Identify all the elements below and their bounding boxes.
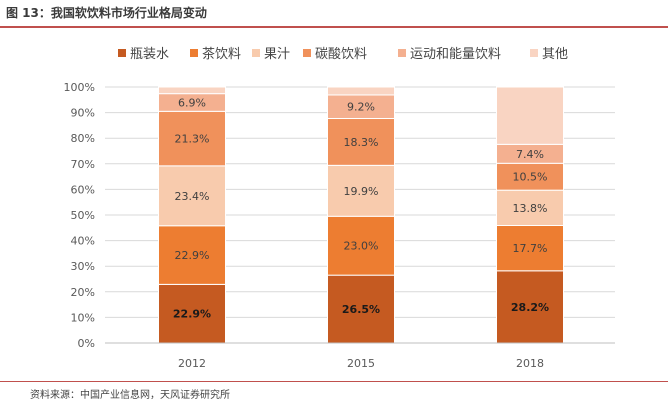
bar-segment [158, 225, 226, 285]
title-rule [0, 26, 668, 28]
data-label: 9.2% [347, 101, 375, 114]
data-label: 7.4% [516, 148, 544, 161]
y-tick-label: 80% [71, 132, 95, 145]
legend-swatch [252, 49, 260, 57]
legend-label: 瓶装水 [130, 47, 169, 62]
bar-segment [158, 110, 226, 167]
bar-segment [327, 86, 395, 96]
y-tick-label: 40% [71, 235, 95, 248]
y-tick-label: 10% [71, 311, 95, 324]
bar-segment [327, 117, 395, 166]
bar-segment [158, 86, 226, 95]
data-label: 18.3% [344, 136, 379, 149]
data-label: 23.4% [175, 190, 210, 203]
data-label: 10.5% [513, 171, 548, 184]
y-tick-label: 0% [78, 337, 95, 350]
data-label: 6.9% [178, 96, 206, 109]
data-label: 19.9% [344, 185, 379, 198]
x-axis: 2012 2015 2018 [105, 342, 615, 370]
y-tick-label: 20% [71, 286, 95, 299]
legend: 瓶装水 茶饮料 果汁 碳酸饮料 运动和能量饮料 其他 [118, 46, 568, 62]
legend-swatch [398, 49, 406, 57]
bar-segment [158, 283, 226, 344]
data-label: 22.9% [173, 308, 211, 321]
bar-segment [496, 86, 564, 145]
bar-segment [327, 164, 395, 217]
bar-segment [327, 274, 395, 344]
bottom-rule [0, 381, 668, 382]
y-tick-label: 60% [71, 183, 95, 196]
x-tick-label: 2018 [516, 357, 544, 370]
source-note: 资料来源：中国产业信息网，天风证券研究所 [30, 390, 230, 401]
legend-swatch [118, 49, 126, 57]
legend-label: 运动和能量饮料 [410, 47, 501, 62]
x-tick-label: 2015 [347, 357, 375, 370]
y-tick-label: 50% [71, 209, 95, 222]
bar-segment [496, 189, 564, 226]
y-tick-label: 90% [71, 107, 95, 120]
bars: 22.9% 22.9% 23.4% 21.3% 6.9% 26.5% 23.0% 19.9% 1… [158, 86, 564, 344]
legend-swatch [190, 49, 198, 57]
bar-segment [496, 224, 564, 272]
data-label: 21.3% [175, 133, 210, 146]
y-tick-label: 100% [64, 81, 95, 94]
bar-segment [496, 162, 564, 191]
x-tick-label: 2012 [178, 357, 206, 370]
legend-label: 茶饮料 [202, 46, 241, 62]
data-label: 26.5% [342, 303, 380, 316]
data-label: 13.8% [513, 202, 548, 215]
legend-label: 果汁 [264, 47, 290, 62]
legend-swatch [303, 49, 311, 57]
data-label: 28.2% [511, 301, 549, 314]
legend-label: 其他 [542, 47, 568, 62]
y-tick-label: 70% [71, 158, 95, 171]
data-label: 22.9% [175, 249, 210, 262]
stacked-bar-chart: 瓶装水 茶饮料 果汁 碳酸饮料 运动和能量饮料 其他 0% 10% 20% 30% 40% 50% 6… [64, 46, 615, 370]
data-label: 23.0% [344, 240, 379, 253]
data-label: 17.7% [513, 242, 548, 255]
y-axis: 0% 10% 20% 30% 40% 50% 60% 70% 80% 90% 100% [64, 81, 95, 350]
legend-swatch [530, 49, 538, 57]
figure-title: 图 13：我国软饮料市场行业格局变动 [6, 6, 207, 20]
legend-label: 碳酸饮料 [315, 47, 367, 62]
bar-segment [496, 270, 564, 344]
y-tick-label: 30% [71, 260, 95, 273]
